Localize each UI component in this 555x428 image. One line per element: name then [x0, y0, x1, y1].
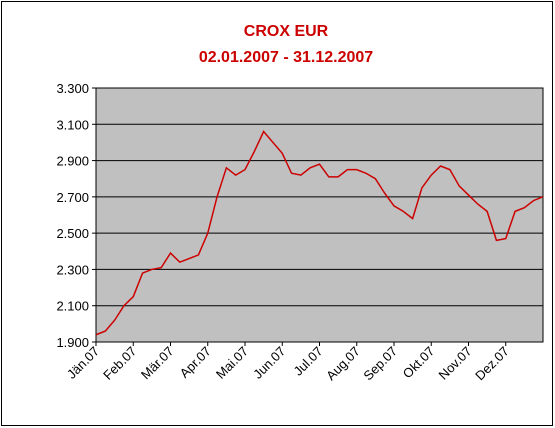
y-tick-label: 3.100 — [56, 117, 89, 132]
y-tick-label: 2.900 — [56, 154, 89, 169]
y-tick-label: 2.100 — [56, 299, 89, 314]
plot-area — [96, 88, 543, 342]
y-tick-label: 3.300 — [56, 81, 89, 96]
y-tick-label: 2.300 — [56, 262, 89, 277]
y-tick-label: 2.700 — [56, 190, 89, 205]
line-series — [95, 130, 544, 336]
chart-subtitle: 02.01.2007 - 31.12.2007 — [199, 49, 373, 66]
chart-title: CROX EUR — [244, 23, 329, 40]
y-tick-label: 2.500 — [56, 226, 89, 241]
y-tick-label: 1.900 — [56, 335, 89, 350]
